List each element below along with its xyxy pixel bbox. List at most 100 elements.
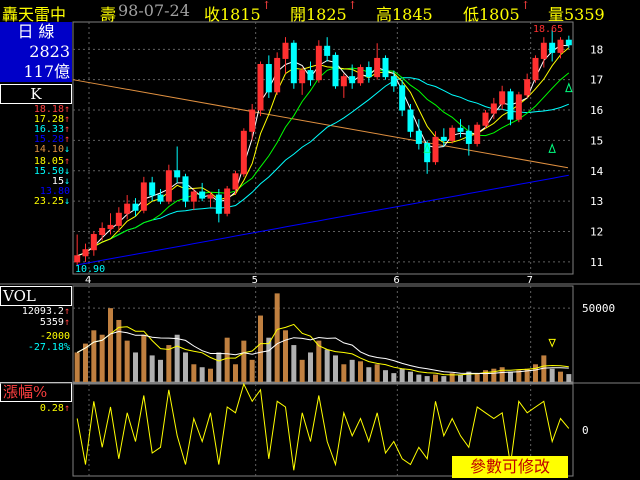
vol-value-1: 12093.2↑: [0, 306, 70, 317]
volume-bar: [291, 345, 297, 382]
volume-bar: [499, 367, 505, 382]
candle-body: [224, 188, 231, 214]
panel-frame: [72, 285, 574, 383]
candle-body: [240, 130, 247, 175]
vol-value-3: -2000: [0, 331, 70, 342]
volume-bar: [299, 359, 305, 382]
candle-body: [324, 45, 331, 56]
pct-label-text: 漲幅%: [3, 383, 48, 401]
low-price: 低1805: [463, 5, 520, 24]
candle-body: [274, 57, 281, 93]
ma-value: 15.28↑: [0, 134, 70, 145]
secondary-text: 18.05: [33, 156, 64, 167]
candle-body: [557, 39, 564, 53]
volume-bar: [433, 374, 438, 382]
volume-bar: [416, 374, 422, 382]
candle-body: [424, 142, 431, 163]
volume-bar: [474, 373, 480, 382]
edit-params-label: 參數可修改: [469, 457, 550, 476]
secondary-value: 23.25↓: [0, 196, 70, 207]
volume-bar: [424, 376, 430, 382]
ma-value: 16.33↑: [0, 124, 70, 135]
volume-bar: [108, 308, 113, 382]
volume-bar: [333, 355, 338, 382]
signal-triangle: [565, 82, 573, 93]
vol-v4: -27.18%: [27, 342, 70, 353]
candle-body: [532, 57, 539, 81]
volume-bar: [391, 373, 397, 382]
volume-bar: [449, 373, 455, 382]
secondary-value: 15.50↓: [0, 166, 70, 177]
price-tick-label: 18: [590, 43, 603, 56]
ma-text: 16.33: [33, 124, 64, 135]
stock-code: 2823: [0, 42, 72, 62]
volume-bar: [508, 371, 513, 382]
month-label: 6: [393, 275, 399, 286]
candle-body: [540, 42, 547, 59]
volume-bar: [408, 371, 413, 382]
k-label[interactable]: K: [0, 84, 72, 104]
signal-triangle: [548, 142, 556, 153]
candle-body: [549, 42, 556, 53]
volume-bar: [483, 370, 488, 382]
candle-body: [407, 109, 414, 132]
vol-label[interactable]: VOL: [0, 286, 72, 306]
volume-bar: [124, 340, 130, 382]
candle-body: [332, 54, 339, 87]
volume-bar: [441, 376, 447, 382]
ma-arrow: ↓: [63, 144, 70, 155]
price-tick-label: 17: [590, 74, 603, 87]
candle-body: [265, 64, 272, 93]
candle-body: [115, 212, 122, 226]
pct-arrow: ↑: [63, 403, 70, 414]
candle-body: [415, 130, 422, 144]
signal-triangle: [423, 142, 431, 153]
volume-bar: [258, 315, 263, 382]
vol-label-text: VOL: [3, 287, 36, 305]
volume-bar: [174, 334, 180, 382]
secondary-arrow: ↑: [63, 156, 70, 167]
candle-body: [190, 191, 197, 202]
candle-body: [465, 130, 472, 144]
candle-body: [482, 112, 489, 126]
candle-body: [365, 67, 372, 78]
candle-body: [340, 76, 347, 87]
ma-text: 17.28: [33, 114, 64, 125]
ma-arrow: ↑: [63, 134, 70, 145]
volume-bar: [558, 371, 563, 382]
pct-change-label[interactable]: 漲幅%: [0, 382, 72, 402]
quote-date: 98-07-24: [118, 1, 190, 20]
min-price-annotation: 10.90: [75, 264, 105, 275]
stock-code-text: 2823: [29, 42, 70, 61]
volume-bar: [341, 364, 347, 382]
candle-body: [99, 227, 106, 236]
ma-text: 14.10: [33, 144, 64, 155]
volume-bar: [249, 359, 255, 382]
pct-v: 0.28: [39, 403, 64, 414]
ma-10-line: [77, 67, 570, 257]
volume-bar: [533, 364, 538, 382]
secondary-text: 15: [51, 176, 64, 187]
volume-bar: [233, 364, 238, 382]
volume-bar: [374, 364, 380, 382]
volume-bar: [158, 359, 163, 382]
candle-body: [432, 136, 439, 163]
volume-bar: [549, 368, 555, 382]
turnover-text: 117億: [23, 62, 70, 81]
candle-body: [565, 39, 572, 46]
edit-params-button[interactable]: 參數可修改: [452, 456, 568, 478]
price-tick-label: 15: [590, 134, 603, 147]
candle-body: [499, 91, 506, 105]
volume-bar: [491, 368, 497, 382]
price-tick-label: 16: [590, 104, 603, 117]
volume-bar: [141, 334, 147, 382]
secondary-text: 23.25: [33, 196, 64, 207]
vol-v2-arrow: ↑: [63, 317, 70, 328]
candle-body: [299, 70, 306, 84]
k-label-text: K: [30, 85, 42, 103]
candle-body: [207, 194, 214, 199]
candle-body: [107, 224, 114, 229]
volume-bar: [166, 345, 172, 382]
volume-bar: [383, 370, 388, 382]
